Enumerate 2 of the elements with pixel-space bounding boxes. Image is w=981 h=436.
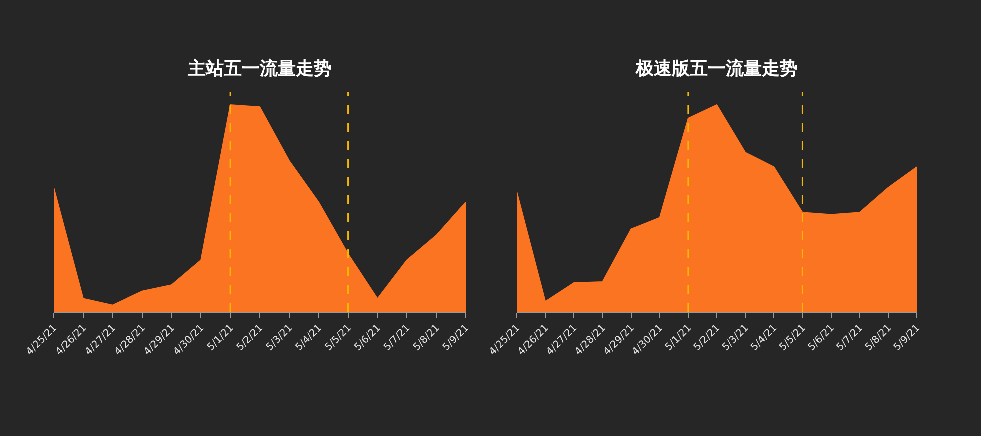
chart-title: 主站五一流量走势 — [187, 58, 332, 80]
chart-title: 极速版五一流量走势 — [635, 58, 798, 80]
